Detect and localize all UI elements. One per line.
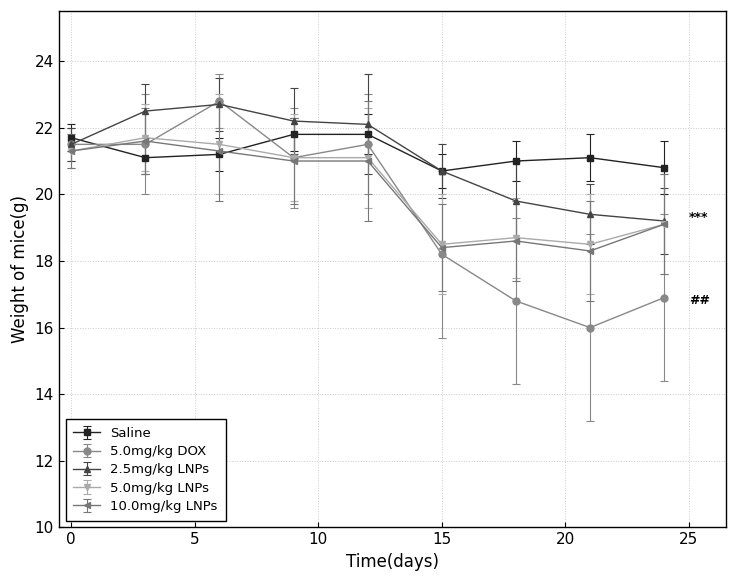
Text: ***: *** bbox=[689, 211, 708, 224]
Y-axis label: Weight of mice(g): Weight of mice(g) bbox=[11, 196, 29, 343]
X-axis label: Time(days): Time(days) bbox=[346, 553, 439, 571]
Text: ##: ## bbox=[689, 294, 710, 307]
Legend: Saline, 5.0mg/kg DOX, 2.5mg/kg LNPs, 5.0mg/kg LNPs, 10.0mg/kg LNPs: Saline, 5.0mg/kg DOX, 2.5mg/kg LNPs, 5.0… bbox=[66, 419, 226, 521]
